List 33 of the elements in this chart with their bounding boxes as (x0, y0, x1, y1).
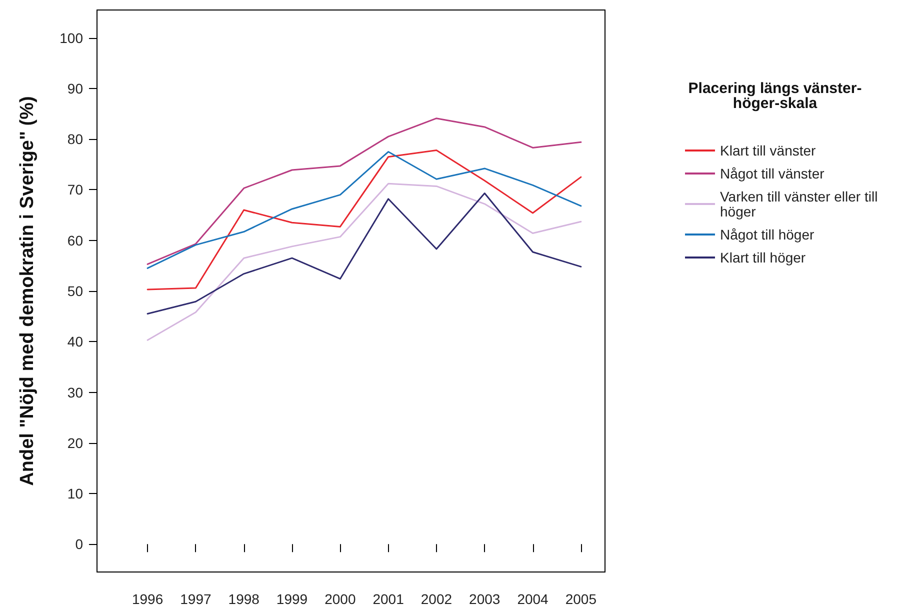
y-tick-label: 80 (67, 131, 84, 148)
y-tick-label: 30 (67, 384, 84, 400)
x-tick-label: 2004 (517, 591, 549, 607)
x-tick-label: 1996 (132, 591, 164, 607)
y-tick-label: 40 (67, 334, 84, 350)
line-series (146, 118, 582, 265)
x-tick-label: 1999 (276, 591, 308, 607)
x-tick-label: 2001 (372, 591, 404, 607)
x-tick-label: 1998 (228, 591, 260, 607)
x-tick-label: 2003 (469, 591, 500, 607)
line-series (146, 192, 582, 315)
x-tick-label: 1997 (180, 591, 212, 607)
x-tick-label: 2002 (420, 591, 452, 607)
x-tick-label: 2000 (324, 591, 356, 607)
line-series (146, 149, 582, 290)
y-axis-title: Andel "Nöjd med demokratin i Sverige" (%) (17, 96, 38, 486)
y-tick-label: 90 (67, 80, 84, 96)
legend-title: Placering längs vänster-höger-skala (688, 80, 862, 112)
y-tick-label: 50 (67, 283, 84, 299)
x-tick-label: 2005 (565, 591, 597, 607)
y-tick-label: 60 (67, 232, 84, 248)
legend-label: Något till vänster (720, 166, 825, 182)
y-tick-label: 0 (75, 536, 84, 552)
y-tick-label: 10 (67, 486, 84, 502)
legend-label: Något till höger (720, 226, 815, 242)
y-tick-label: 20 (67, 434, 84, 451)
y-tick-label: 70 (67, 182, 84, 198)
line-series (146, 182, 582, 341)
y-tick-label: 100 (60, 30, 84, 46)
legend-label: Klart till höger (720, 250, 806, 266)
legend-label: Klart till vänster (720, 142, 816, 158)
legend-label: Varken till vänster eller till höger (720, 188, 882, 220)
line-series (146, 151, 582, 269)
